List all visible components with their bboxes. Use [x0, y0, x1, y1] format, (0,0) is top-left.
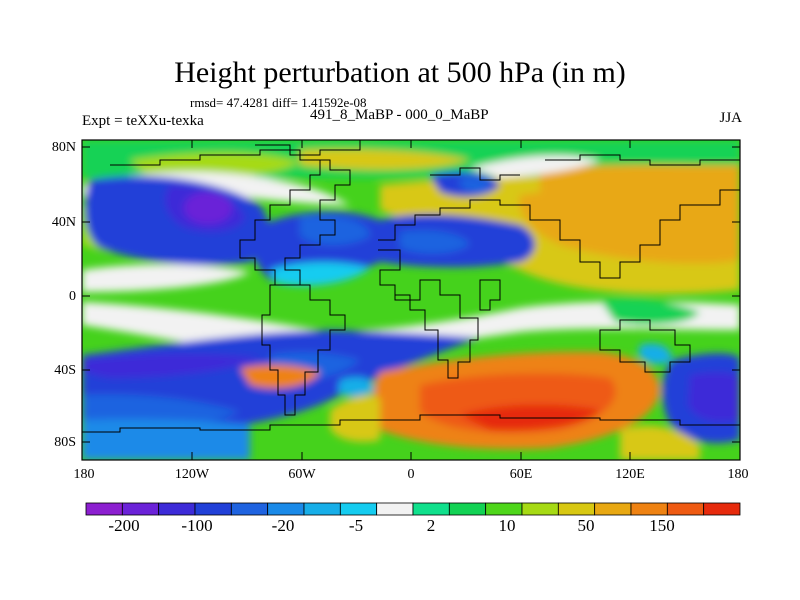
colorbar-label: -5: [348, 516, 364, 535]
colorbar-swatch: [376, 502, 414, 516]
colorbar-swatch: [121, 502, 160, 516]
axis-ticks: [82, 140, 740, 460]
colorbar-swatch: [594, 502, 632, 516]
lon-label-120w: 120W: [174, 467, 210, 482]
colorbar-swatch: [412, 502, 450, 516]
lon-label-180w: 180: [73, 467, 95, 482]
colorbar-swatch: [448, 502, 487, 516]
lat-label-40s: 40S: [54, 363, 76, 378]
colorbar-swatch: [557, 502, 596, 516]
plot-title: Height perturbation at 500 hPa (in m): [174, 56, 626, 89]
lon-label-180e: 180: [727, 467, 749, 482]
colorbar-label: -200: [108, 516, 140, 535]
experiment-label: Expt = teXXu-texka: [82, 113, 204, 129]
lon-label-120e: 120E: [615, 467, 645, 482]
colorbar-swatch: [85, 502, 123, 516]
lat-label-40n: 40N: [51, 215, 76, 230]
colorbar-swatch: [267, 502, 305, 516]
colorbar-swatch: [630, 502, 668, 516]
colorbar-swatch: [230, 502, 269, 516]
lat-label-0: 0: [69, 289, 76, 304]
lon-label-60w: 60W: [288, 467, 316, 482]
colorbar-swatch: [339, 502, 378, 516]
colorbar-label: 2: [426, 516, 436, 535]
colorbar-label: 150: [649, 516, 675, 535]
colorbar-swatch: [521, 502, 559, 516]
colorbar-swatch: [158, 502, 196, 516]
colorbar-swatch: [485, 502, 523, 516]
colorbar-swatch: [303, 502, 341, 516]
continent-outlines: [82, 140, 740, 433]
season-label: JJA: [719, 110, 742, 126]
rmsd-stats: rmsd= 47.4281 diff= 1.41592e-08: [190, 95, 367, 110]
lon-label-0: 0: [407, 467, 415, 482]
colorbar-label: -100: [181, 516, 213, 535]
comparison-label: 491_8_MaBP - 000_0_MaBP: [310, 107, 489, 123]
lat-label-80n: 80N: [51, 140, 76, 155]
colorbar-swatch: [666, 502, 705, 516]
colorbar-swatch: [703, 502, 741, 516]
height-perturbation-field: [82, 140, 740, 460]
colorbar-label: 10: [498, 516, 516, 535]
colorbar-label: 50: [577, 516, 595, 535]
lat-label-80s: 80S: [54, 435, 76, 450]
colorbar-swatch: [194, 502, 232, 516]
lon-label-60e: 60E: [509, 467, 533, 482]
colorbar-label: -20: [271, 516, 295, 535]
colorbar: [85, 502, 741, 516]
